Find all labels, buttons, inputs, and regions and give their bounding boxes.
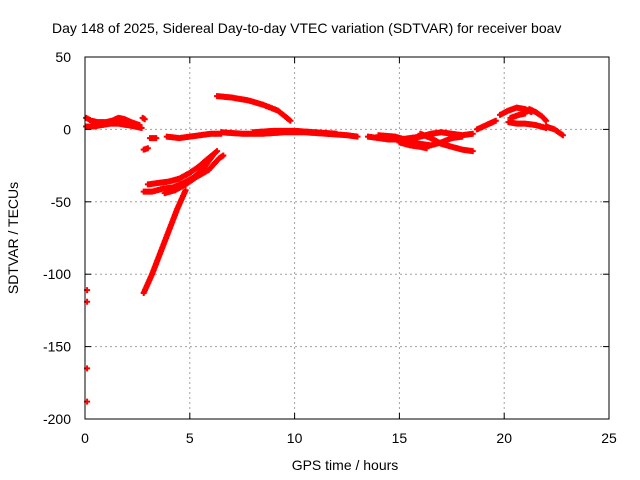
x-tick-label: 5	[186, 430, 194, 446]
x-tick-label: 15	[392, 430, 408, 446]
data-point	[492, 117, 499, 124]
data-point	[522, 110, 529, 117]
data-point	[559, 132, 566, 139]
data-point	[423, 145, 430, 152]
data-point	[138, 124, 145, 131]
plot-frame	[84, 56, 610, 420]
x-tick-label: 0	[81, 430, 89, 446]
data-point	[144, 145, 151, 152]
x-tick-label: 25	[601, 430, 617, 446]
data-points	[83, 93, 566, 405]
data-point	[354, 133, 361, 140]
x-tick-label: 20	[496, 430, 512, 446]
data-point	[182, 187, 189, 194]
data-point	[214, 148, 221, 155]
y-tick-label: 50	[55, 49, 71, 65]
y-tick-label: -150	[43, 339, 71, 355]
data-point	[153, 135, 160, 142]
x-axis-ticks: 0 5 10 15 20 25	[81, 57, 617, 446]
data-point	[469, 130, 476, 137]
data-point	[287, 117, 294, 124]
y-tick-label: -200	[43, 411, 71, 427]
x-axis-label: GPS time / hours	[292, 457, 399, 473]
y-tick-label: 0	[63, 121, 71, 137]
data-point	[220, 152, 227, 159]
x-tick-label: 10	[287, 430, 303, 446]
data-point	[333, 130, 340, 137]
data-point	[141, 116, 148, 123]
chart-title: Day 148 of 2025, Sidereal Day-to-day VTE…	[52, 20, 561, 36]
data-point	[469, 148, 476, 155]
data-point	[459, 133, 466, 140]
y-axis-ticks: -200 -150 -100 -50 0 50	[43, 49, 609, 427]
grid-lines	[85, 57, 609, 419]
y-tick-label: -50	[51, 194, 71, 210]
y-axis-label: SDTVAR / TECUs	[5, 182, 21, 294]
data-point	[543, 117, 550, 124]
y-tick-label: -100	[43, 266, 71, 282]
